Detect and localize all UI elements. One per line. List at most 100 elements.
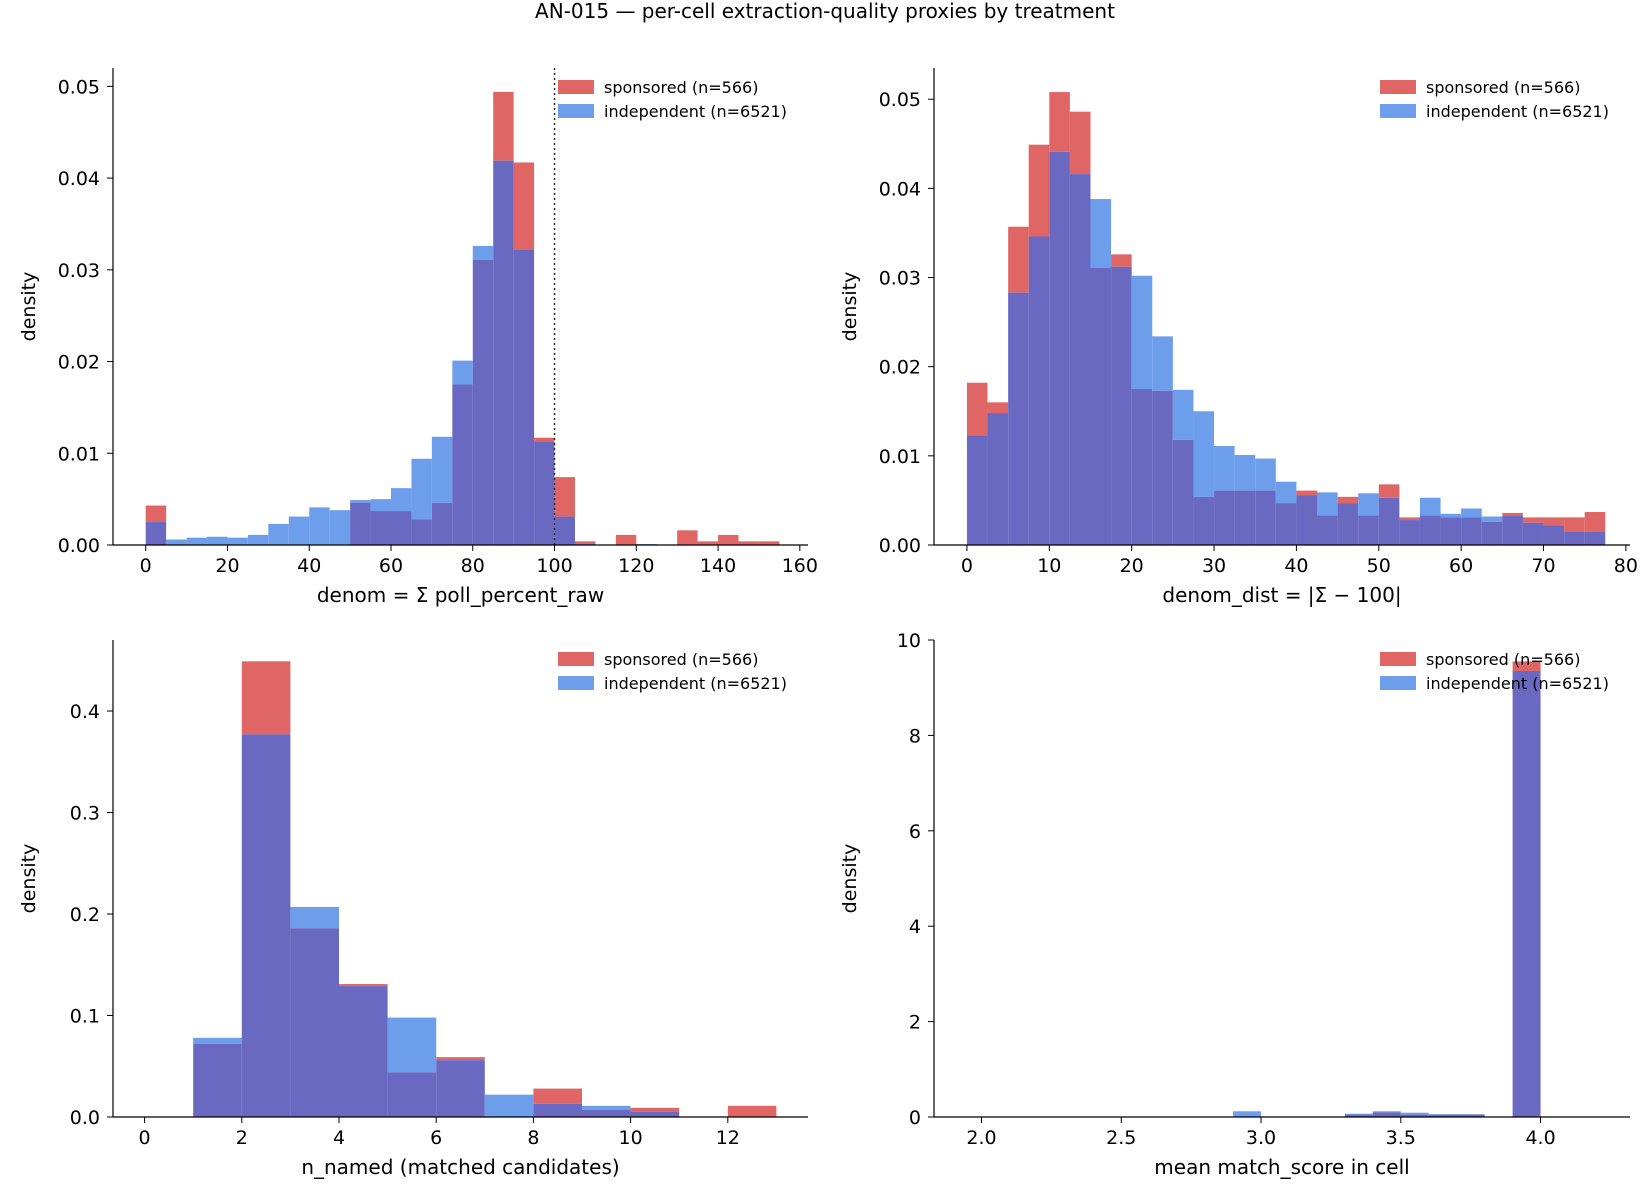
overlap-bar <box>1440 517 1462 545</box>
y-tick-label: 2 <box>909 1012 921 1034</box>
independent-legend-label: independent (n=6521) <box>1426 102 1609 121</box>
overlap-bar <box>1428 1114 1485 1117</box>
y-tick-label: 0.04 <box>58 168 100 190</box>
overlap-bar <box>1214 490 1235 545</box>
independent-bar <box>268 523 289 545</box>
independent-bar <box>1481 516 1503 522</box>
x-axis-label: denom = Σ poll_percent_raw <box>317 583 604 607</box>
overlap-bar <box>1193 496 1215 545</box>
overlap-bar <box>513 249 535 545</box>
sponsored-legend-swatch <box>558 652 594 666</box>
overlap-bar <box>1564 531 1585 545</box>
overlap-bar <box>1378 497 1400 545</box>
y-tick-label: 0.02 <box>58 352 100 374</box>
overlap-bar <box>1049 151 1070 546</box>
sponsored-bar <box>615 534 637 545</box>
independent-bar <box>484 1094 534 1117</box>
x-tick-label: 2.5 <box>1106 1127 1136 1149</box>
legend: sponsored (n=566) independent (n=6521) <box>558 78 787 121</box>
sponsored-bar <box>758 541 780 545</box>
overlap-bar <box>630 1111 680 1117</box>
overlap-bar <box>493 160 514 545</box>
independent-bar <box>582 1105 631 1110</box>
sponsored-bar <box>966 382 988 436</box>
y-tick-label: 0.01 <box>879 446 921 468</box>
overlap-bar <box>1152 390 1173 545</box>
independent-legend-label: independent (n=6521) <box>604 102 787 121</box>
independent-bar <box>329 510 351 545</box>
overlap-bar <box>987 413 1009 545</box>
sponsored-bar <box>574 541 596 545</box>
sponsored-bar <box>987 402 1009 414</box>
x-tick-label: 160 <box>782 555 818 577</box>
overlap-bar <box>1317 515 1338 545</box>
x-tick-label: 60 <box>379 555 403 577</box>
overlap-bar <box>1372 1112 1401 1117</box>
overlap-bar <box>431 502 453 545</box>
sponsored-bar <box>493 91 514 161</box>
independent-bar <box>1255 458 1276 491</box>
sponsored-legend-label: sponsored (n=566) <box>604 650 758 669</box>
overlap-bar <box>436 1060 485 1117</box>
overlap-bar <box>1543 525 1565 545</box>
overlap-bar <box>387 1072 437 1117</box>
independent-bar <box>193 1037 242 1044</box>
sponsored-bar <box>738 541 759 545</box>
denom-dist-histogram-panel: 0 10 20 30 40 50 60 70 80 0.00 0.01 0.02 0.03 0.04 0.0… <box>839 68 1638 607</box>
y-tick-label: 0.1 <box>70 1006 100 1028</box>
legend: sponsored (n=566) independent (n=6521) <box>1380 650 1609 693</box>
sponsored-bar <box>513 162 535 250</box>
independent-legend-swatch <box>1380 676 1416 690</box>
overlap-bar <box>554 516 575 545</box>
y-tick-label: 6 <box>909 821 921 843</box>
independent-legend-label: independent (n=6521) <box>604 674 787 693</box>
sponsored-bar <box>554 477 575 517</box>
overlap-bar <box>472 259 494 545</box>
figure-title: AN-015 — per-cell extraction-quality pro… <box>535 0 1115 23</box>
y-tick-label: 0.00 <box>879 535 921 557</box>
x-tick-label: 2 <box>236 1127 248 1149</box>
x-tick-label: 0 <box>961 555 973 577</box>
sponsored-bar <box>1502 512 1523 516</box>
y-axis-label: density <box>18 272 40 342</box>
sponsored-bar <box>630 1107 680 1112</box>
independent-bar <box>431 436 453 503</box>
sponsored-bar <box>1584 512 1606 532</box>
independent-bar <box>452 360 473 385</box>
x-tick-label: 40 <box>1284 555 1308 577</box>
x-tick-label: 50 <box>1367 555 1391 577</box>
x-axis-label: mean match_score in cell <box>1154 1155 1409 1179</box>
independent-bar <box>1400 1112 1429 1115</box>
independent-bar <box>1358 493 1379 516</box>
sponsored-bar <box>534 437 555 442</box>
y-tick-label: 0.05 <box>58 76 100 98</box>
independent-bar <box>166 539 187 545</box>
sponsored-bar <box>1378 484 1400 498</box>
match-score-histogram-panel: 2.0 2.5 3.0 3.5 4.0 0 2 4 6 8 10 mean match_score i… <box>839 630 1630 1179</box>
independent-bar <box>247 534 269 545</box>
overlap-bar <box>1344 1114 1373 1117</box>
overlap-bar <box>391 511 412 545</box>
x-tick-label: 4.0 <box>1525 1127 1555 1149</box>
sponsored-legend-swatch <box>1380 652 1416 666</box>
independent-bar <box>1172 389 1194 440</box>
independent-bar <box>288 516 310 545</box>
legend: sponsored (n=566) independent (n=6521) <box>1380 78 1609 121</box>
independent-bar <box>370 499 391 512</box>
x-axis-label: n_named (matched candidates) <box>301 1155 619 1179</box>
y-axis-label: density <box>18 844 40 914</box>
overlap-bar <box>1358 515 1379 545</box>
x-tick-label: 140 <box>700 555 736 577</box>
independent-legend-swatch <box>1380 104 1416 118</box>
overlap-bar <box>1111 266 1132 545</box>
y-tick-label: 10 <box>897 630 921 652</box>
independent-legend-label: independent (n=6521) <box>1426 674 1609 693</box>
independent-bar <box>387 1017 437 1073</box>
y-tick-label: 0.03 <box>879 268 921 290</box>
independent-bar <box>1419 497 1441 516</box>
sponsored-bar <box>727 1105 777 1117</box>
overlap-bar <box>1296 495 1318 545</box>
x-tick-label: 60 <box>1449 555 1473 577</box>
sponsored-bar <box>1049 92 1070 152</box>
